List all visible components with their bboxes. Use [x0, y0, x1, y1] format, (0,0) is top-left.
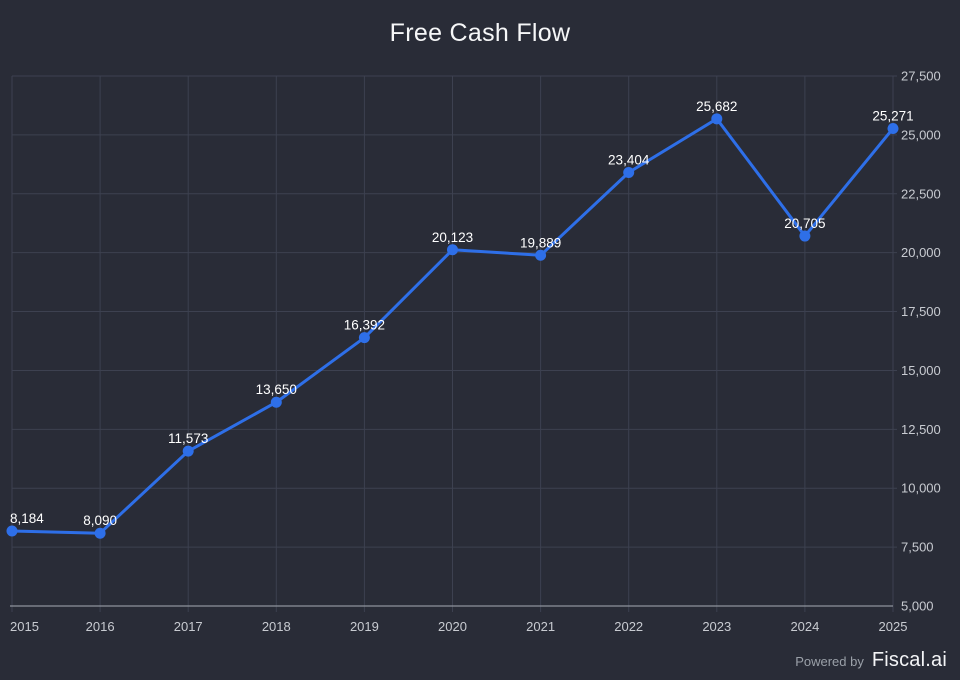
- y-tick-label-15,000: 15,000: [901, 363, 941, 378]
- y-tick-label-27,500: 27,500: [901, 69, 941, 84]
- point-label-2016: 8,090: [83, 513, 117, 528]
- point-label-2017: 11,573: [168, 431, 208, 446]
- x-tick-label-2020: 2020: [438, 619, 467, 634]
- data-point-2025[interactable]: [887, 123, 899, 135]
- data-point-2021[interactable]: [535, 249, 547, 261]
- chart-title: Free Cash Flow: [389, 19, 571, 47]
- data-point-2022[interactable]: [623, 166, 635, 178]
- data-point-2019[interactable]: [358, 332, 370, 344]
- x-tick-label-2019: 2019: [350, 619, 379, 634]
- y-tick-label-5,000: 5,000: [901, 599, 934, 614]
- point-label-2020: 20,123: [432, 230, 473, 245]
- point-label-2025: 25,271: [872, 109, 913, 124]
- point-label-2023: 25,682: [696, 99, 737, 114]
- x-tick-label-2017: 2017: [174, 619, 203, 634]
- y-tick-label-12,500: 12,500: [901, 422, 941, 437]
- point-label-2021: 19,889: [520, 235, 561, 250]
- data-point-2018[interactable]: [270, 396, 282, 408]
- point-label-2015: 8,184: [10, 511, 44, 526]
- point-label-2018: 13,650: [256, 382, 297, 397]
- x-tick-label-2015: 2015: [10, 619, 39, 634]
- x-tick-label-2024: 2024: [790, 619, 819, 634]
- data-point-2024[interactable]: [799, 230, 811, 242]
- point-label-2024: 20,705: [784, 216, 825, 231]
- y-tick-label-22,500: 22,500: [901, 186, 941, 201]
- x-tick-label-2018: 2018: [262, 619, 291, 634]
- footer: Powered by Fiscal.ai: [795, 649, 947, 672]
- fiscal-ai-logo[interactable]: Fiscal.ai: [871, 649, 947, 671]
- x-tick-label-2016: 2016: [86, 619, 115, 634]
- x-tick-label-2022: 2022: [614, 619, 643, 634]
- data-point-2020[interactable]: [447, 244, 458, 256]
- y-tick-label-10,000: 10,000: [901, 481, 941, 496]
- x-tick-label-2021: 2021: [526, 619, 555, 634]
- point-label-2022: 23,404: [608, 152, 650, 167]
- x-tick-label-2025: 2025: [879, 619, 908, 634]
- y-tick-label-7,500: 7,500: [901, 540, 934, 555]
- x-tick-label-2023: 2023: [702, 619, 731, 634]
- y-tick-label-20,000: 20,000: [901, 245, 941, 260]
- data-point-2016[interactable]: [94, 527, 106, 539]
- powered-by-label: Powered by: [795, 654, 864, 669]
- point-label-2019: 16,392: [344, 318, 385, 333]
- y-tick-label-25,000: 25,000: [901, 127, 941, 142]
- data-point-2017[interactable]: [182, 445, 194, 457]
- y-tick-label-17,500: 17,500: [901, 304, 941, 319]
- data-point-2015[interactable]: [6, 525, 18, 537]
- data-point-2023[interactable]: [711, 113, 723, 125]
